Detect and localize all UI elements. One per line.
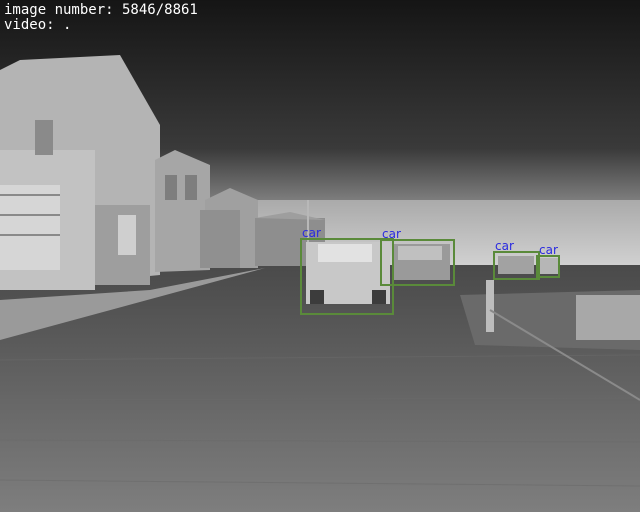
detection-box-3 — [493, 251, 540, 280]
detection-box-1 — [300, 238, 394, 315]
post — [486, 280, 494, 332]
building-middle — [155, 150, 210, 272]
rail-right — [576, 295, 640, 340]
building-left — [0, 55, 160, 290]
detection-box-4 — [536, 255, 560, 278]
detection-label: car — [539, 243, 558, 257]
sidewalk-left — [0, 268, 265, 340]
detection-label: car — [495, 239, 514, 253]
video-text: video: . — [4, 17, 72, 33]
car-far-1 — [498, 256, 534, 274]
building-right-small — [200, 188, 258, 268]
image-number-text: image number: 5846/8861 — [4, 2, 198, 18]
car-suv — [392, 244, 450, 280]
car-far-2 — [540, 258, 558, 274]
road-texture — [0, 354, 640, 487]
detection-label: car — [382, 227, 401, 241]
detection-label: car — [302, 226, 321, 240]
car-pickup — [306, 242, 390, 304]
detection-box-2 — [380, 239, 455, 286]
